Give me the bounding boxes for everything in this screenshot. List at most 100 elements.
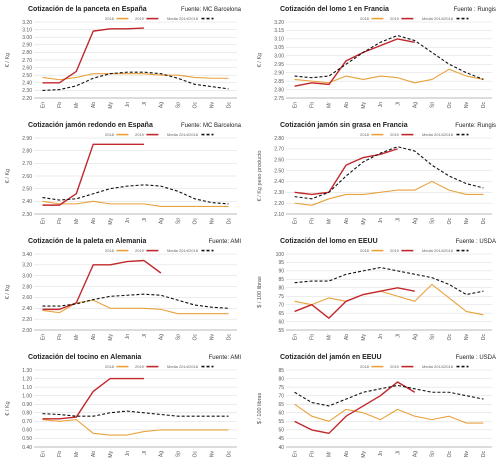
- y-tick-label: 2.60: [274, 158, 284, 164]
- x-tick-label: Sp: [430, 102, 436, 108]
- x-tick-label: Oc: [447, 334, 453, 341]
- x-tick-label: Fb: [310, 218, 316, 224]
- chart-source: Fuente : USDA: [456, 239, 496, 245]
- series-2018-line: [42, 200, 229, 207]
- y-tick-label: 45: [278, 436, 284, 442]
- y-tick-label: 75: [278, 385, 284, 391]
- y-axis-label: € / Kg: [5, 53, 11, 67]
- legend-label: Media 2014/2018: [422, 132, 454, 137]
- x-tick-label: Dc: [226, 334, 232, 341]
- legend: 2018 2019 Media 2014/2018: [105, 132, 214, 137]
- x-tick-label: Oc: [447, 451, 453, 458]
- y-tick-label: 2.50: [22, 186, 32, 192]
- legend: 2018 2019 Media 2014/2018: [105, 248, 214, 253]
- series-media-line: [294, 266, 484, 296]
- x-tick-label: Jl: [142, 102, 148, 106]
- chart-source: Fuente: MC Barcelona: [181, 7, 242, 13]
- x-tick-label: Oc: [193, 334, 199, 341]
- x-tick-label: En: [292, 102, 298, 108]
- y-tick-label: 2.90: [274, 70, 284, 76]
- y-tick-label: 3.05: [274, 45, 284, 51]
- x-tick-label: En: [40, 218, 46, 224]
- x-tick-label: My: [361, 451, 367, 458]
- x-tick-label: Ag: [413, 334, 419, 340]
- x-tick-label: Ag: [159, 334, 165, 340]
- x-tick-label: Nv: [464, 451, 470, 458]
- x-tick-label: En: [40, 451, 46, 457]
- legend-label: 2018: [360, 364, 370, 369]
- x-tick-label: My: [108, 102, 114, 109]
- y-axis-label: € / Kg: [5, 169, 11, 183]
- legend-label: 2018: [360, 132, 370, 137]
- y-tick-label: 40: [278, 445, 284, 451]
- x-tick-label: En: [40, 102, 46, 108]
- x-tick-label: My: [361, 102, 367, 109]
- x-tick-label: My: [108, 334, 114, 341]
- y-tick-label: 2.75: [274, 96, 284, 102]
- x-tick-label: Ag: [159, 102, 165, 108]
- x-tick-label: Nv: [209, 451, 215, 458]
- x-tick-label: Mr: [327, 218, 333, 224]
- y-tick-label: 2.70: [22, 161, 32, 167]
- y-tick-label: 55: [278, 419, 284, 425]
- series-media-line: [42, 293, 229, 309]
- legend: 2018 2019 Media 2014/2018: [360, 16, 469, 21]
- legend-label: 2019: [135, 132, 145, 137]
- y-tick-label: 2.80: [22, 50, 32, 56]
- y-tick-label: 90: [278, 269, 284, 275]
- x-tick-label: En: [292, 218, 298, 224]
- series-media-line: [294, 146, 484, 200]
- y-tick-label: 80: [278, 376, 284, 382]
- legend-label: Media 2014/2018: [422, 364, 454, 369]
- x-tick-label: Dc: [481, 451, 487, 458]
- x-tick-label: Mr: [74, 334, 80, 340]
- y-tick-label: 100: [276, 252, 285, 258]
- y-axis-label: € / Kg peso producto: [257, 151, 263, 202]
- y-tick-label: 2.30: [274, 190, 284, 196]
- x-tick-label: Fb: [310, 102, 316, 108]
- x-tick-label: Jn: [378, 334, 384, 340]
- x-tick-label: Mr: [327, 451, 333, 457]
- chart-title: Cotización jamón redondo en España: [28, 122, 153, 129]
- y-tick-label: 1.10: [22, 385, 32, 391]
- x-tick-label: My: [361, 334, 367, 341]
- chart-panel-3: Cotización jamón redondo en España Fuente…: [5, 122, 242, 225]
- x-tick-label: My: [108, 218, 114, 225]
- legend-label: 2018: [360, 248, 370, 253]
- x-tick-label: Dc: [481, 102, 487, 109]
- y-tick-label: 3.10: [22, 27, 32, 33]
- x-tick-label: Sp: [176, 218, 182, 224]
- y-axis-label: € / Kg: [5, 285, 11, 299]
- x-tick-label: Ab: [344, 218, 350, 224]
- y-tick-label: 2.90: [22, 136, 32, 142]
- y-tick-label: 2.70: [22, 58, 32, 64]
- x-tick-label: Dc: [226, 218, 232, 225]
- y-tick-label: 2.90: [22, 43, 32, 49]
- y-tick-label: 3.40: [22, 252, 32, 258]
- x-tick-label: Ag: [159, 218, 165, 224]
- y-tick-label: 2.40: [22, 199, 32, 205]
- x-tick-label: Jl: [395, 334, 401, 338]
- x-tick-label: Ag: [413, 218, 419, 224]
- legend-label: 2018: [105, 248, 115, 253]
- y-tick-label: 75: [278, 294, 284, 300]
- x-tick-label: En: [292, 334, 298, 340]
- x-tick-label: Dc: [481, 218, 487, 225]
- x-tick-label: Sp: [176, 451, 182, 457]
- chart-panel-7: Cotización del tocino en Alemania Fuente:…: [5, 354, 241, 458]
- x-tick-label: Oc: [193, 451, 199, 458]
- x-tick-label: Sp: [176, 334, 182, 340]
- chart-source: Fuente: AMI: [209, 239, 242, 245]
- chart-source: Fuente: Rungis: [455, 123, 496, 129]
- y-tick-label: 80: [278, 286, 284, 292]
- series-media-line: [42, 410, 229, 417]
- y-tick-label: 2.00: [22, 328, 32, 334]
- series-2019-line: [42, 259, 162, 311]
- chart-panel-6: Cotización del lomo en EEUU Fuente : USDA…: [257, 238, 496, 341]
- legend: 2018 2019 Media 2014/2018: [105, 364, 214, 369]
- y-tick-label: 85: [278, 368, 284, 374]
- chart-panel-2: Cotización del lomo 1 en Francia Fuente :…: [257, 6, 496, 109]
- legend-label: 2018: [360, 16, 370, 21]
- chart-panel-5: Cotización de la paleta en Alemania Fuent…: [5, 238, 241, 341]
